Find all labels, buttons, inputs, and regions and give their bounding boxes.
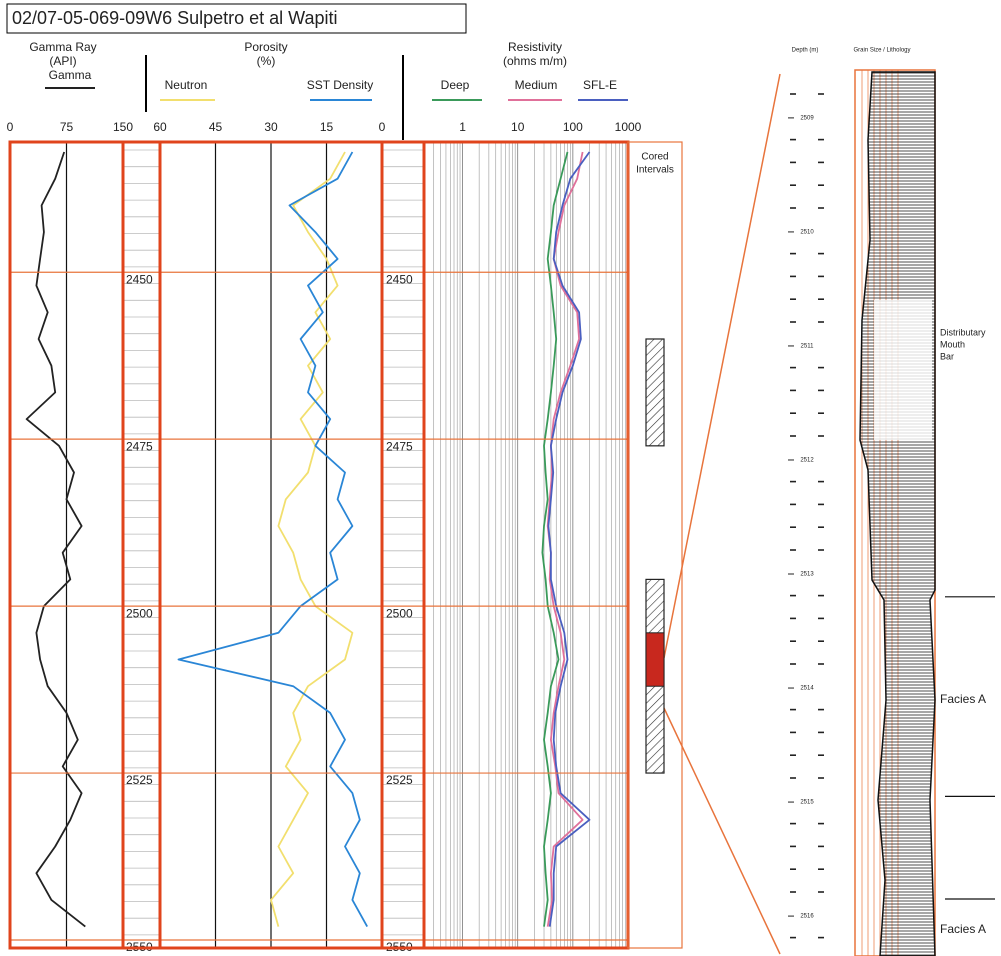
depth-tick-label: 2500 (386, 606, 413, 620)
zoom-connector (663, 73, 781, 659)
depth-tick-label: 2475 (386, 439, 413, 453)
value-tick-label: 1 (459, 120, 466, 134)
facies-label: Bar (940, 351, 954, 361)
value-tick-label: 30 (264, 120, 278, 134)
depth-tick-label: 2510 (800, 229, 814, 235)
track-title: (%) (257, 54, 276, 68)
core-track-title: Intervals (636, 165, 674, 176)
log-curve (547, 151, 591, 927)
value-tick-label: 150 (113, 120, 133, 134)
tick-backdrop (788, 225, 828, 238)
title-box (6, 3, 467, 34)
track-border (380, 140, 426, 950)
value-tick-label: 45 (209, 120, 223, 134)
lithology-header: Grain Size / Lithology (853, 48, 910, 54)
depth-tick-label: 2516 (800, 914, 814, 920)
legend-label: SFL-E (583, 78, 617, 92)
facies-label: Facies A (940, 922, 986, 936)
legend-label: Neutron (165, 78, 208, 92)
core-highlight (645, 632, 665, 687)
tick-backdrop (788, 796, 828, 809)
log-curve (270, 151, 354, 927)
track-title: Porosity (244, 40, 287, 54)
depth-tick-label: 2525 (126, 773, 153, 787)
log-curve (177, 151, 368, 928)
track-title: Resistivity (508, 40, 562, 54)
value-tick-label: 100 (563, 120, 583, 134)
facies-label: Distributary (940, 327, 986, 337)
lithology-profile (859, 71, 936, 956)
core-track-title: Cored (641, 152, 668, 163)
zoom-connector (663, 707, 781, 955)
legend-label: Medium (515, 78, 558, 92)
core-interval (645, 338, 665, 447)
depth-tick-label: 2511 (801, 344, 815, 350)
value-tick-label: 15 (320, 120, 334, 134)
figure-title: 02/07-05-069-09W6 Sulpetro et al Wapiti (12, 8, 338, 28)
facies-label: Mouth (940, 339, 965, 349)
legend-label: Deep (441, 78, 470, 92)
depth-tick-label: 2450 (386, 272, 413, 286)
depth-tick-label: 2525 (386, 773, 413, 787)
tick-backdrop (788, 339, 828, 352)
track-title: (API) (49, 54, 76, 68)
log-curve (546, 151, 584, 927)
tick-backdrop (788, 682, 828, 695)
value-tick-label: 1000 (615, 120, 642, 134)
depth-tick-label: 2513 (800, 572, 814, 578)
track-border (121, 140, 162, 950)
track-title: (ohms m/m) (503, 54, 567, 68)
tick-backdrop (788, 568, 828, 581)
legend-label: Gamma (49, 68, 92, 82)
facies-label: Facies A (940, 692, 986, 706)
tick-backdrop (788, 453, 828, 466)
value-tick-label: 10 (511, 120, 525, 134)
tick-backdrop (788, 910, 828, 923)
value-tick-label: 0 (379, 120, 386, 134)
track-border (422, 140, 630, 950)
tick-backdrop (788, 111, 828, 124)
depth-tick-label: 2509 (800, 115, 814, 121)
lithology-clean-zone (874, 300, 932, 440)
track-title: Gamma Ray (29, 40, 96, 54)
value-tick-label: 60 (153, 120, 167, 134)
depth-tick-label: 2515 (800, 800, 814, 806)
depth-tick-label: 2512 (800, 458, 814, 464)
core-track-border (627, 141, 683, 949)
value-tick-label: 75 (60, 120, 74, 134)
depth-tick-label: 2514 (800, 686, 814, 692)
legend-label: SST Density (307, 78, 373, 92)
depth-header: Depth (m) (792, 48, 819, 54)
depth-tick-label: 2475 (126, 439, 153, 453)
depth-tick-label: 2500 (126, 606, 153, 620)
value-tick-label: 0 (7, 120, 14, 134)
depth-tick-label: 2450 (126, 272, 153, 286)
log-curve (25, 151, 86, 928)
log-curve (541, 151, 569, 927)
